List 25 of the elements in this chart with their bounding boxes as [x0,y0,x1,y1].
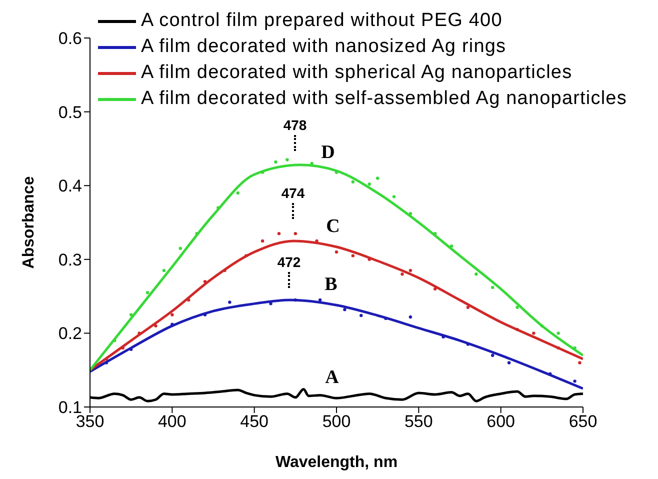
x-tick-label: 550 [404,412,433,432]
y-tick-label: 0.4 [58,176,82,196]
x-tick-label: 500 [322,412,351,432]
annotation: C [326,216,340,238]
y-axis-title: Absorbance [20,176,38,269]
annotation: 478 [283,117,307,133]
y-tick-label: 0.5 [58,102,82,122]
annotation: D [321,142,335,164]
legend-label: A film decorated with self-assembled Ag nanoparticles [141,87,627,111]
y-tick-label: 0.3 [58,250,82,270]
y-tick-label: 0.6 [58,29,82,48]
legend-label: A film decorated with spherical Ag nanoparticles [141,61,572,85]
x-tick-label: 400 [158,412,186,432]
legend-label: A film decorated with nanosized Ag rings [141,35,506,59]
y-tick-label: 0.2 [58,324,82,344]
annotation: B [324,274,338,296]
x-axis-title: Wavelength, nm [275,454,398,471]
x-tick-label: 350 [76,412,104,432]
x-tick-label: 450 [240,412,269,432]
x-tick-label: 650 [568,412,598,432]
x-tick-label: 600 [486,412,516,432]
annotation: A [325,367,339,389]
annotation: 474 [281,185,305,201]
legend-label: A control film prepared without PEG 400 [141,9,502,33]
annotation: 472 [277,254,301,270]
